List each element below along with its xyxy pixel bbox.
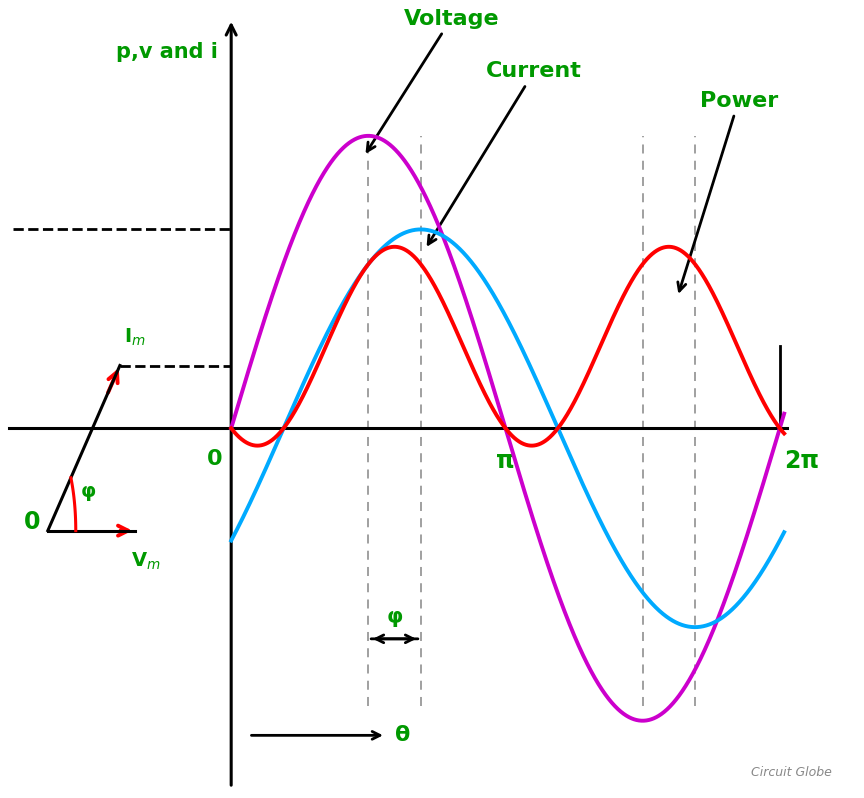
Text: φ: φ (81, 482, 96, 501)
Text: π: π (496, 448, 515, 472)
Text: Power: Power (678, 91, 778, 291)
Text: φ: φ (386, 607, 403, 627)
Text: Current: Current (429, 61, 582, 244)
Text: 2π: 2π (785, 448, 819, 472)
Text: 0: 0 (206, 448, 222, 468)
Text: Voltage: Voltage (367, 9, 499, 152)
Text: Circuit Globe: Circuit Globe (752, 766, 832, 779)
Text: V$_m$: V$_m$ (130, 551, 161, 572)
Text: p,v and i: p,v and i (117, 42, 218, 62)
Text: I$_m$: I$_m$ (124, 326, 146, 348)
Text: θ: θ (395, 725, 410, 745)
Text: 0: 0 (24, 510, 41, 534)
